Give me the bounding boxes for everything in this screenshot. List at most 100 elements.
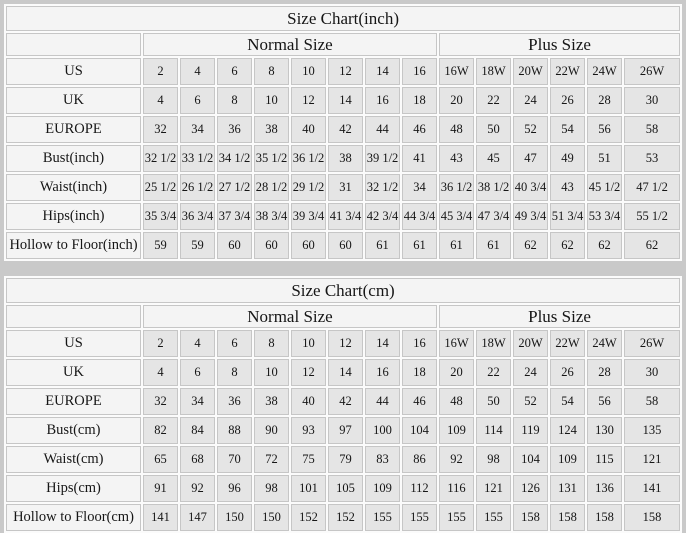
size-cell: 8 bbox=[217, 87, 252, 114]
size-cell: 54 bbox=[550, 388, 585, 415]
size-cell: 109 bbox=[550, 446, 585, 473]
size-cell: 36 bbox=[217, 388, 252, 415]
table-row: Waist(cm) 65 68 70 72 75 79 83 86 92 98 104 109 115 12… bbox=[6, 446, 681, 473]
size-cell: 28 1/2 bbox=[254, 174, 289, 201]
size-cell: 52 bbox=[513, 116, 548, 143]
size-cell: 10 bbox=[254, 87, 289, 114]
size-cell: 43 bbox=[439, 145, 474, 172]
size-cell: 141 bbox=[143, 504, 178, 531]
size-cell: 136 bbox=[587, 475, 622, 502]
row-label: EUROPE bbox=[6, 388, 141, 415]
size-cell: 92 bbox=[439, 446, 474, 473]
table-row: Hollow to Floor(inch) 59 59 60 60 60 60 61 61 61 6… bbox=[6, 232, 681, 259]
size-cell: 12 bbox=[291, 87, 326, 114]
size-cell: 98 bbox=[254, 475, 289, 502]
size-cell: 12 bbox=[328, 58, 363, 85]
size-cell: 62 bbox=[513, 232, 548, 259]
title-row: Size Chart(cm) bbox=[6, 278, 681, 303]
size-cell: 42 bbox=[328, 388, 363, 415]
size-cell: 131 bbox=[550, 475, 585, 502]
size-cell: 72 bbox=[254, 446, 289, 473]
size-cell: 158 bbox=[550, 504, 585, 531]
size-cell: 16 bbox=[365, 87, 400, 114]
corner-cell bbox=[6, 305, 141, 328]
size-cell: 152 bbox=[291, 504, 326, 531]
size-cell: 51 3/4 bbox=[550, 203, 585, 230]
size-cell: 20W bbox=[513, 330, 548, 357]
size-cell: 20W bbox=[513, 58, 548, 85]
size-cell: 31 bbox=[328, 174, 363, 201]
size-cell: 8 bbox=[254, 330, 289, 357]
size-cell: 83 bbox=[365, 446, 400, 473]
size-cell: 62 bbox=[624, 232, 681, 259]
size-cell: 97 bbox=[328, 417, 363, 444]
size-cell: 61 bbox=[439, 232, 474, 259]
size-cell: 44 bbox=[365, 116, 400, 143]
size-cell: 48 bbox=[439, 388, 474, 415]
size-cell: 10 bbox=[254, 359, 289, 386]
size-cell: 18 bbox=[402, 87, 437, 114]
table-row: UK 4 6 8 10 12 14 16 18 20 22 24 26 28 30 bbox=[6, 359, 681, 386]
size-cell: 79 bbox=[328, 446, 363, 473]
size-chart-cm-table: Size Chart(cm) Normal Size Plus Size US 2… bbox=[4, 276, 683, 533]
size-cell: 2 bbox=[143, 58, 178, 85]
size-cell: 22 bbox=[476, 359, 511, 386]
table-row: Hips(cm) 91 92 96 98 101 105 109 112 116 121 126 131… bbox=[6, 475, 681, 502]
size-cell: 26 bbox=[550, 359, 585, 386]
size-cell: 30 bbox=[624, 87, 681, 114]
size-cell: 22 bbox=[476, 87, 511, 114]
size-cell: 60 bbox=[217, 232, 252, 259]
table-title-cm: Size Chart(cm) bbox=[6, 278, 681, 303]
size-cell: 45 1/2 bbox=[587, 174, 622, 201]
size-cell: 10 bbox=[291, 330, 326, 357]
size-cell: 152 bbox=[328, 504, 363, 531]
size-cell: 112 bbox=[402, 475, 437, 502]
size-cell: 82 bbox=[143, 417, 178, 444]
size-cell: 24 bbox=[513, 87, 548, 114]
size-cell: 38 1/2 bbox=[476, 174, 511, 201]
size-cell: 53 bbox=[624, 145, 681, 172]
size-cell: 33 1/2 bbox=[180, 145, 215, 172]
size-cell: 52 bbox=[513, 388, 548, 415]
size-cell: 155 bbox=[439, 504, 474, 531]
size-cell: 121 bbox=[476, 475, 511, 502]
table-row: US 2 4 6 8 10 12 14 16 16W 18W 20W 22W 24W 26W bbox=[6, 330, 681, 357]
size-cell: 101 bbox=[291, 475, 326, 502]
size-cell: 104 bbox=[402, 417, 437, 444]
table-row: Hollow to Floor(cm) 141 147 150 150 152 152 155… bbox=[6, 504, 681, 531]
size-cell: 34 bbox=[180, 116, 215, 143]
size-cell: 22W bbox=[550, 330, 585, 357]
size-cell: 60 bbox=[328, 232, 363, 259]
size-cell: 109 bbox=[365, 475, 400, 502]
size-cell: 22W bbox=[550, 58, 585, 85]
size-cell: 141 bbox=[624, 475, 681, 502]
row-label: EUROPE bbox=[6, 116, 141, 143]
size-cell: 2 bbox=[143, 330, 178, 357]
size-cell: 6 bbox=[217, 58, 252, 85]
size-cell: 47 bbox=[513, 145, 548, 172]
size-cell: 37 3/4 bbox=[217, 203, 252, 230]
size-cell: 18W bbox=[476, 58, 511, 85]
size-cell: 58 bbox=[624, 388, 681, 415]
size-cell: 43 bbox=[550, 174, 585, 201]
size-cell: 12 bbox=[291, 359, 326, 386]
size-cell: 44 bbox=[365, 388, 400, 415]
size-cell: 18 bbox=[402, 359, 437, 386]
size-cell: 93 bbox=[291, 417, 326, 444]
size-cell: 56 bbox=[587, 388, 622, 415]
row-label: Hollow to Floor(cm) bbox=[6, 504, 141, 531]
size-cell: 8 bbox=[254, 58, 289, 85]
size-cell: 4 bbox=[143, 359, 178, 386]
size-cell: 150 bbox=[254, 504, 289, 531]
row-label: Hollow to Floor(inch) bbox=[6, 232, 141, 259]
size-cell: 4 bbox=[180, 58, 215, 85]
table-title-inch: Size Chart(inch) bbox=[6, 6, 681, 31]
size-cell: 38 bbox=[328, 145, 363, 172]
size-cell: 16 bbox=[365, 359, 400, 386]
table-row: Bust(inch) 32 1/2 33 1/2 34 1/2 35 1/2 36 1/2… bbox=[6, 145, 681, 172]
size-cell: 25 1/2 bbox=[143, 174, 178, 201]
size-cell: 96 bbox=[217, 475, 252, 502]
size-cell: 50 bbox=[476, 116, 511, 143]
table-row: US 2 4 6 8 10 12 14 16 16W 18W 20W 22W 24W 26W bbox=[6, 58, 681, 85]
size-cell: 61 bbox=[476, 232, 511, 259]
